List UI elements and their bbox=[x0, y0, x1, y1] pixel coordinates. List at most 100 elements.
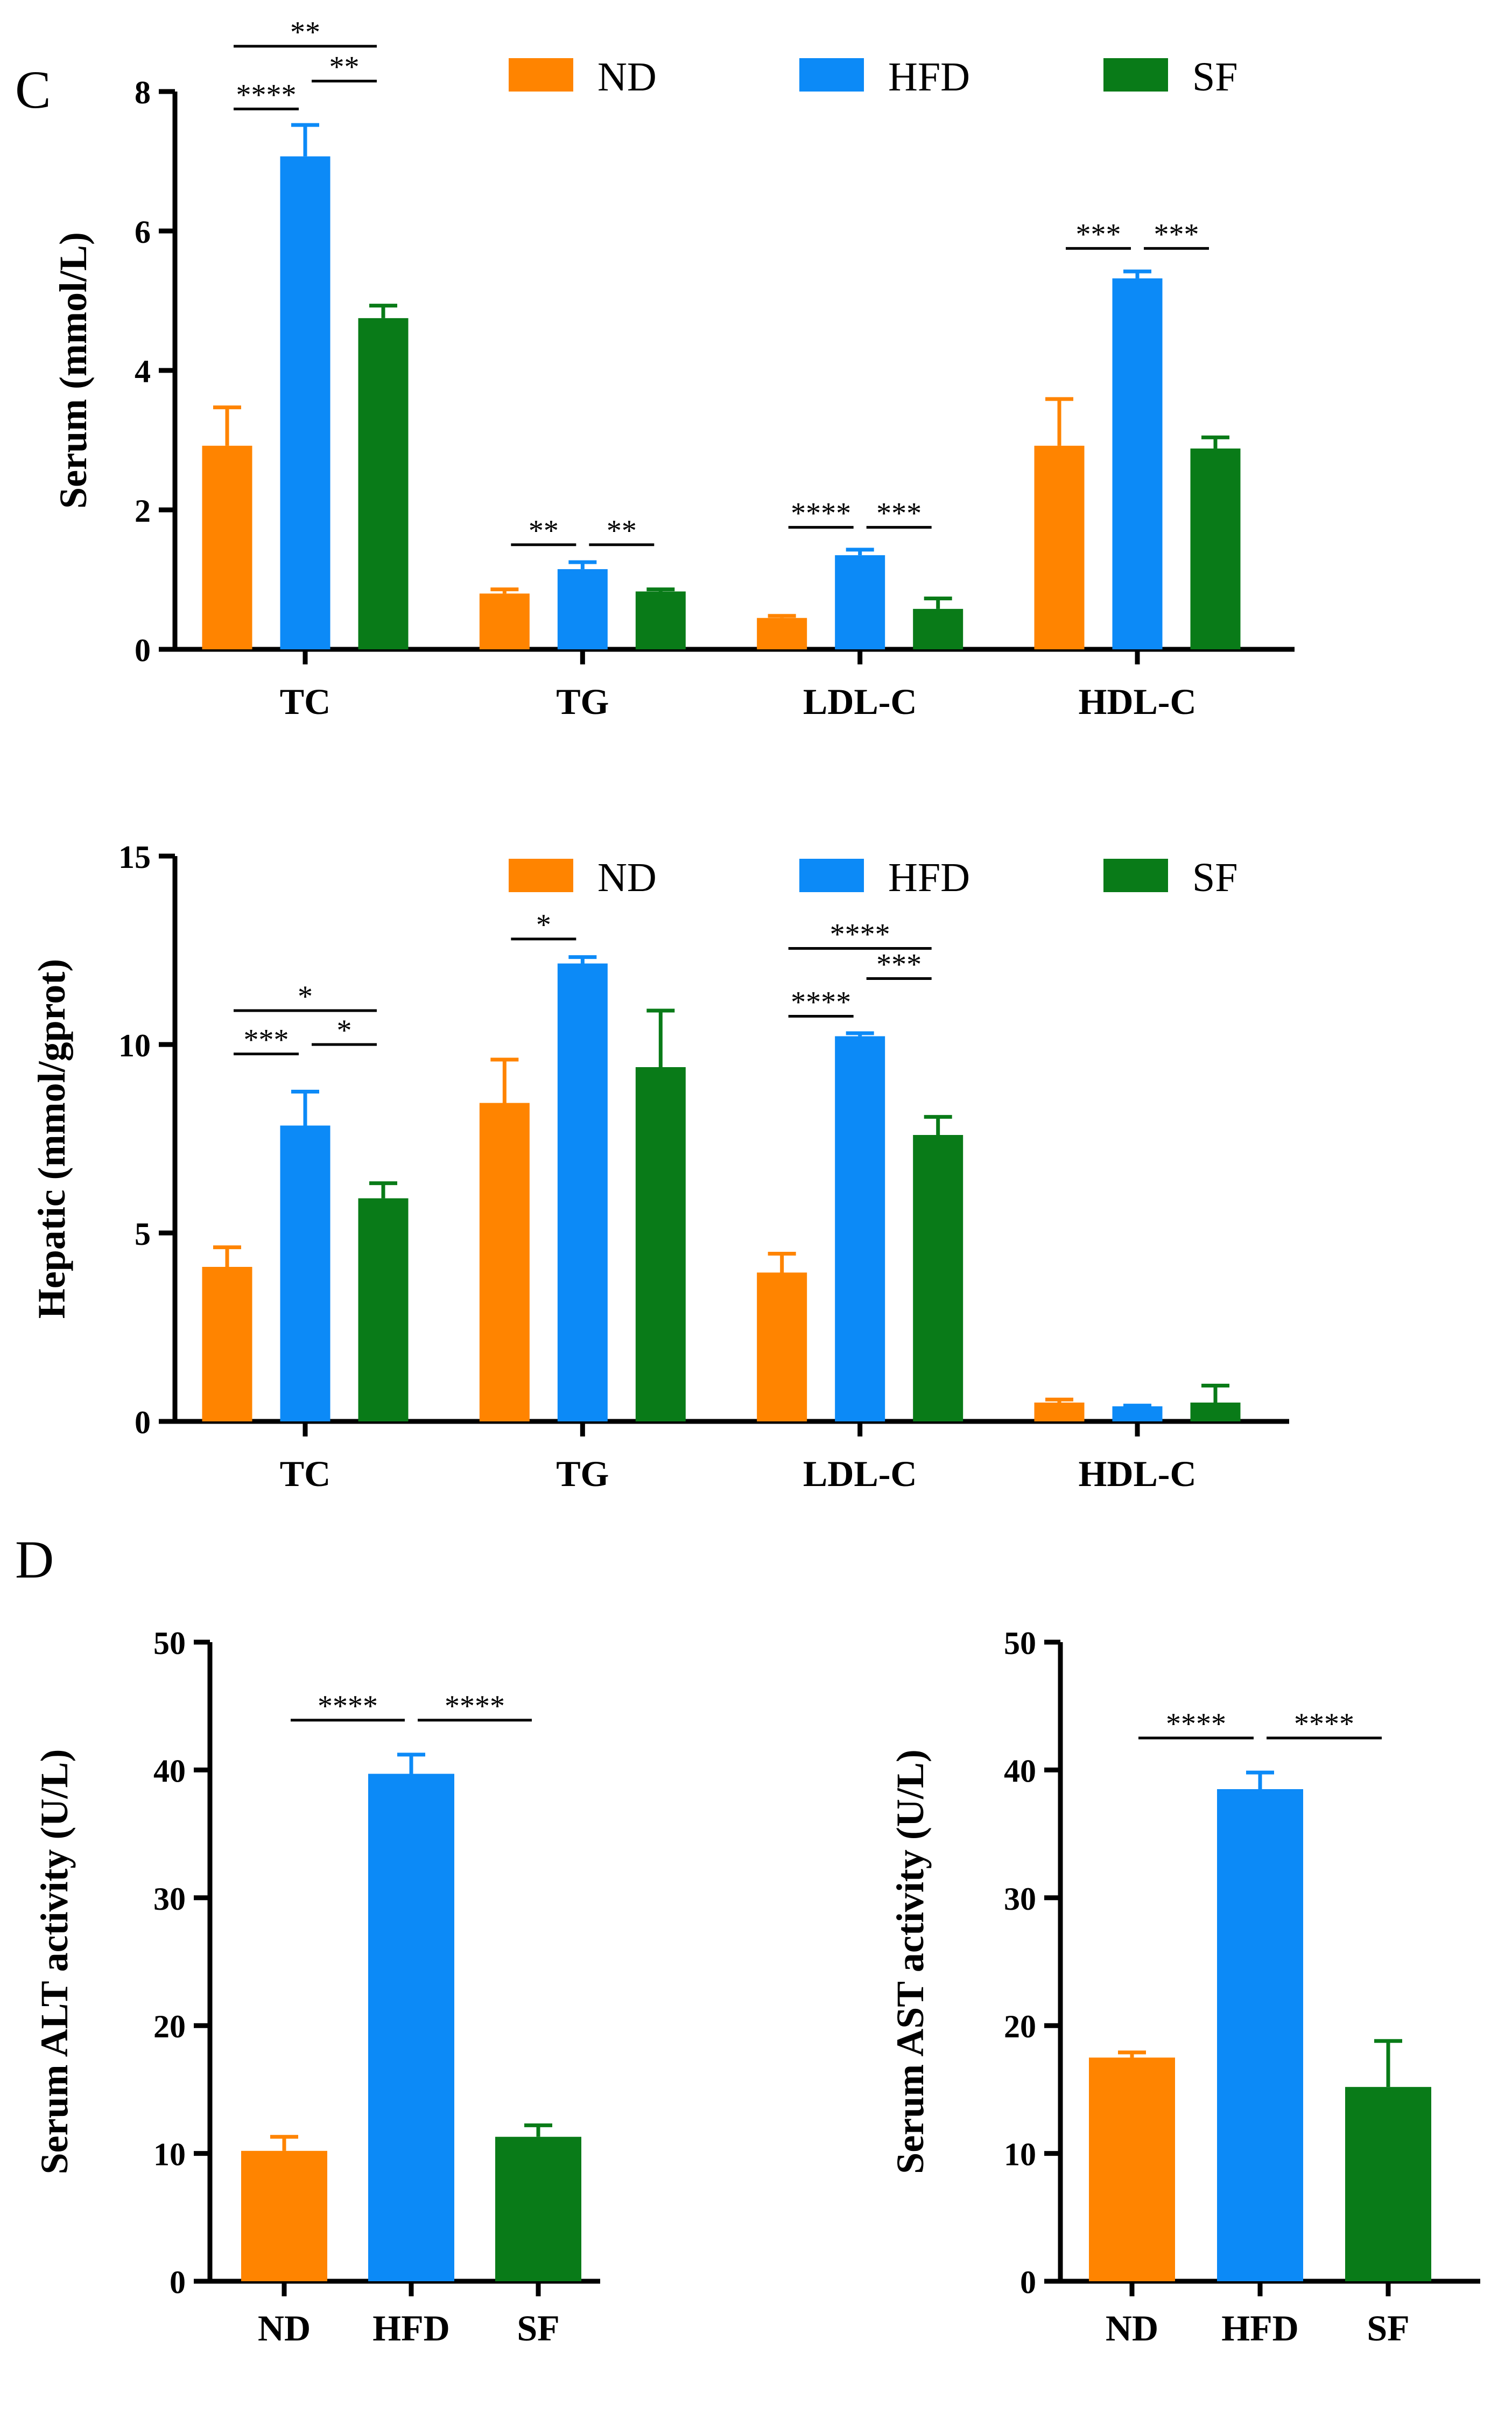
bar-sf-tg bbox=[635, 591, 686, 649]
category-label-nd: ND bbox=[258, 2308, 311, 2349]
bar-sf-ldl-c bbox=[913, 608, 964, 649]
significance-label: **** bbox=[236, 78, 297, 111]
category-label-ldl-c: LDL-C bbox=[803, 681, 917, 722]
y-tick-label: 10 bbox=[1004, 2137, 1036, 2172]
legend-swatch-sf bbox=[1103, 859, 1168, 892]
category-label-sf: SF bbox=[1367, 2308, 1409, 2349]
category-label-tc: TC bbox=[280, 1453, 330, 1494]
y-axis-title: Serum ALT activity (U/L) bbox=[33, 1749, 76, 2174]
bar-nd-tc bbox=[202, 1267, 252, 1421]
bar-nd-hdl-c bbox=[1034, 445, 1085, 649]
category-label-ldl-c: LDL-C bbox=[803, 1453, 917, 1494]
y-tick-label: 15 bbox=[118, 839, 151, 875]
legend-swatch-nd bbox=[509, 859, 573, 892]
legend-swatch-nd bbox=[509, 58, 573, 92]
legend-label-hfd: HFD bbox=[888, 54, 970, 100]
significance-label: ** bbox=[529, 514, 559, 548]
bar-hfd-tc bbox=[280, 1125, 330, 1421]
significance-label: *** bbox=[876, 496, 922, 530]
y-tick-label: 5 bbox=[135, 1216, 151, 1252]
y-axis-title: Serum (mmol/L) bbox=[52, 232, 95, 509]
bar-nd-tg bbox=[479, 593, 530, 649]
y-tick-label: 40 bbox=[1004, 1753, 1036, 1789]
y-axis-title: Serum AST activity (U/L) bbox=[889, 1749, 932, 2174]
panel-letter-d: D bbox=[15, 1530, 54, 1589]
bar-sf-hdl-c bbox=[1190, 1403, 1241, 1421]
y-tick-label: 50 bbox=[1004, 1625, 1036, 1661]
bar-hfd-tg bbox=[557, 569, 608, 649]
category-label-tc: TC bbox=[280, 681, 330, 722]
y-tick-label: 30 bbox=[153, 1881, 186, 1917]
bar-nd bbox=[1089, 2057, 1175, 2281]
y-tick-label: 50 bbox=[153, 1625, 186, 1661]
panel-letter-c: C bbox=[15, 60, 51, 120]
significance-label: **** bbox=[830, 918, 890, 951]
significance-label: * bbox=[337, 1014, 352, 1047]
bar-hfd bbox=[1217, 1789, 1303, 2281]
bar-nd bbox=[241, 2150, 327, 2281]
bar-sf bbox=[495, 2136, 581, 2281]
chart-serum-ast: 0 10 20 30 40 50 Serum AST activity (U/L) ND HFD… bbox=[889, 1625, 1480, 2349]
significance-label: **** bbox=[791, 986, 851, 1019]
significance-label: **** bbox=[318, 1690, 378, 1723]
y-tick-label: 10 bbox=[118, 1028, 151, 1063]
significance-label: **** bbox=[1166, 1707, 1226, 1741]
y-tick-label: 20 bbox=[153, 2009, 186, 2044]
y-tick-label: 40 bbox=[153, 1753, 186, 1789]
y-tick-label: 10 bbox=[153, 2137, 186, 2172]
bar-sf-tg bbox=[635, 1067, 686, 1421]
significance-label: ** bbox=[329, 51, 360, 84]
y-tick-label: 30 bbox=[1004, 1881, 1036, 1917]
significance-label: **** bbox=[445, 1690, 505, 1723]
legend-label-sf: SF bbox=[1192, 855, 1238, 900]
y-tick-label: 0 bbox=[1020, 2265, 1036, 2300]
category-label-hdl-c: HDL-C bbox=[1078, 1453, 1196, 1494]
significance-label: **** bbox=[791, 496, 851, 530]
significance-label: *** bbox=[876, 948, 922, 982]
bar-nd-ldl-c bbox=[757, 1272, 807, 1421]
legend-swatch-hfd bbox=[799, 58, 864, 92]
y-tick-label: 0 bbox=[135, 1405, 151, 1440]
category-label-tg: TG bbox=[556, 681, 609, 722]
category-label-hdl-c: HDL-C bbox=[1078, 681, 1196, 722]
category-label-nd: ND bbox=[1106, 2308, 1158, 2349]
legend-swatch-hfd bbox=[799, 859, 864, 892]
bar-hfd-ldl-c bbox=[835, 1036, 885, 1421]
y-tick-label: 8 bbox=[135, 75, 151, 110]
y-tick-label: 0 bbox=[135, 633, 151, 668]
bar-hfd-tg bbox=[557, 963, 608, 1421]
chart-serum-alt: 0 10 20 30 40 50 Serum ALT activity (U/L) ND HFD… bbox=[33, 1625, 600, 2349]
y-tick-label: 20 bbox=[1004, 2009, 1036, 2044]
bar-hfd-hdl-c bbox=[1112, 278, 1163, 649]
bar-nd-ldl-c bbox=[757, 618, 807, 649]
significance-label: **** bbox=[1294, 1707, 1354, 1741]
y-axis-title: Hepatic (mmol/gprot) bbox=[30, 959, 73, 1319]
y-tick-label: 4 bbox=[135, 354, 151, 389]
significance-label: * bbox=[298, 980, 313, 1013]
bar-hfd-tc bbox=[280, 156, 330, 649]
significance-label: *** bbox=[244, 1024, 289, 1057]
bar-sf-hdl-c bbox=[1190, 448, 1241, 649]
legend-label-sf: SF bbox=[1192, 54, 1238, 100]
bar-hfd-hdl-c bbox=[1112, 1406, 1163, 1421]
bar-nd-tc bbox=[202, 445, 252, 649]
significance-label: ** bbox=[607, 514, 637, 548]
significance-label: *** bbox=[1154, 218, 1199, 251]
significance-label: * bbox=[536, 908, 551, 942]
category-label-tg: TG bbox=[556, 1453, 609, 1494]
significance-label: ** bbox=[290, 16, 320, 49]
legend-label-nd: ND bbox=[597, 54, 657, 100]
y-tick-label: 2 bbox=[135, 493, 151, 529]
bar-nd-hdl-c bbox=[1034, 1403, 1085, 1421]
legend-swatch-sf bbox=[1103, 58, 1168, 92]
legend-label-nd: ND bbox=[597, 855, 657, 900]
bar-sf-tc bbox=[358, 318, 409, 649]
significance-label: *** bbox=[1076, 218, 1121, 251]
bar-sf-tc bbox=[358, 1198, 409, 1421]
y-tick-label: 6 bbox=[135, 214, 151, 250]
category-label-sf: SF bbox=[517, 2308, 559, 2349]
bar-nd-tg bbox=[479, 1103, 530, 1421]
category-label-hfd: HFD bbox=[1221, 2308, 1299, 2349]
bar-hfd bbox=[368, 1774, 454, 2281]
